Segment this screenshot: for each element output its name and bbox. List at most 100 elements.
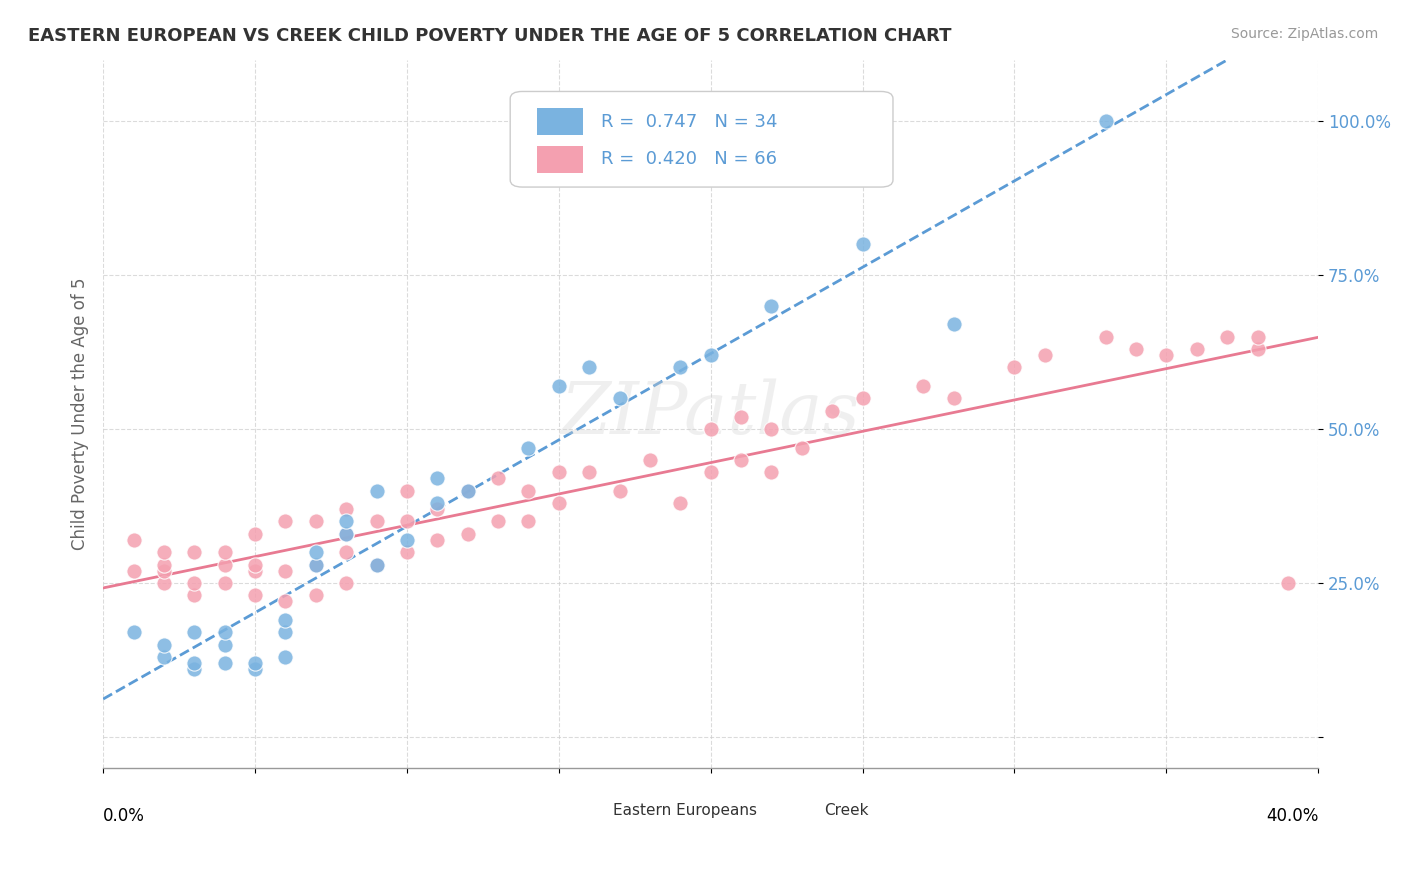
Point [426,496,449,510]
Point [1246,329,1268,343]
Point [1156,348,1178,362]
Point [761,299,783,313]
Point [153,649,176,664]
Point [243,588,266,602]
Point [366,558,388,572]
Point [243,558,266,572]
Point [395,483,418,498]
Point [517,441,540,455]
Point [214,576,236,591]
Point [517,515,540,529]
Point [366,483,388,498]
Point [305,558,328,572]
Point [214,656,236,670]
Point [457,483,479,498]
Point [305,588,328,602]
Point [699,422,721,436]
Point [366,515,388,529]
Point [153,558,176,572]
Point [153,576,176,591]
Point [183,576,205,591]
Point [274,515,297,529]
Text: R =  0.420   N = 66: R = 0.420 N = 66 [602,151,778,169]
Point [609,483,631,498]
Point [183,545,205,559]
Point [638,453,661,467]
Point [852,237,875,252]
Point [1094,329,1116,343]
Point [153,564,176,578]
Point [335,502,357,516]
Text: EASTERN EUROPEAN VS CREEK CHILD POVERTY UNDER THE AGE OF 5 CORRELATION CHART: EASTERN EUROPEAN VS CREEK CHILD POVERTY … [28,27,952,45]
Point [547,379,569,393]
Point [305,558,328,572]
Point [1125,342,1147,356]
Point [1277,576,1299,591]
Point [214,545,236,559]
Bar [790,803,817,819]
Point [730,409,752,424]
Text: 0.0%: 0.0% [103,806,145,824]
Point [274,649,297,664]
Text: R =  0.747   N = 34: R = 0.747 N = 34 [602,113,778,131]
Point [699,348,721,362]
Point [243,526,266,541]
Point [214,638,236,652]
Text: Creek: Creek [824,803,869,818]
Point [243,662,266,676]
Point [517,483,540,498]
Point [335,526,357,541]
Point [486,515,509,529]
Y-axis label: Child Poverty Under the Age of 5: Child Poverty Under the Age of 5 [72,277,89,549]
Point [305,515,328,529]
Point [335,576,357,591]
Text: 40.0%: 40.0% [1265,806,1319,824]
Bar [537,146,583,173]
Point [1004,360,1026,375]
Point [1094,114,1116,128]
Point [183,656,205,670]
Point [942,391,965,405]
Point [395,545,418,559]
Point [274,594,297,608]
Bar [581,803,607,819]
Point [457,526,479,541]
Point [274,625,297,640]
Point [335,515,357,529]
Point [274,564,297,578]
Point [426,502,449,516]
Point [243,656,266,670]
Point [274,613,297,627]
Point [366,558,388,572]
Point [761,465,783,479]
Point [790,441,813,455]
Point [395,515,418,529]
Point [486,471,509,485]
Point [1246,342,1268,356]
Point [243,564,266,578]
Point [669,496,692,510]
Point [1216,329,1239,343]
Point [578,465,600,479]
Point [426,471,449,485]
Point [821,403,844,417]
Point [183,662,205,676]
FancyBboxPatch shape [510,92,893,187]
Point [335,545,357,559]
Point [730,453,752,467]
Point [153,545,176,559]
Point [457,483,479,498]
Point [578,360,600,375]
Point [183,588,205,602]
Point [942,318,965,332]
Point [214,625,236,640]
Text: ZIPatlas: ZIPatlas [561,378,860,449]
Point [122,564,145,578]
Point [183,625,205,640]
Point [153,638,176,652]
Point [1033,348,1056,362]
Point [335,526,357,541]
Point [214,558,236,572]
Text: Source: ZipAtlas.com: Source: ZipAtlas.com [1230,27,1378,41]
Point [1185,342,1208,356]
